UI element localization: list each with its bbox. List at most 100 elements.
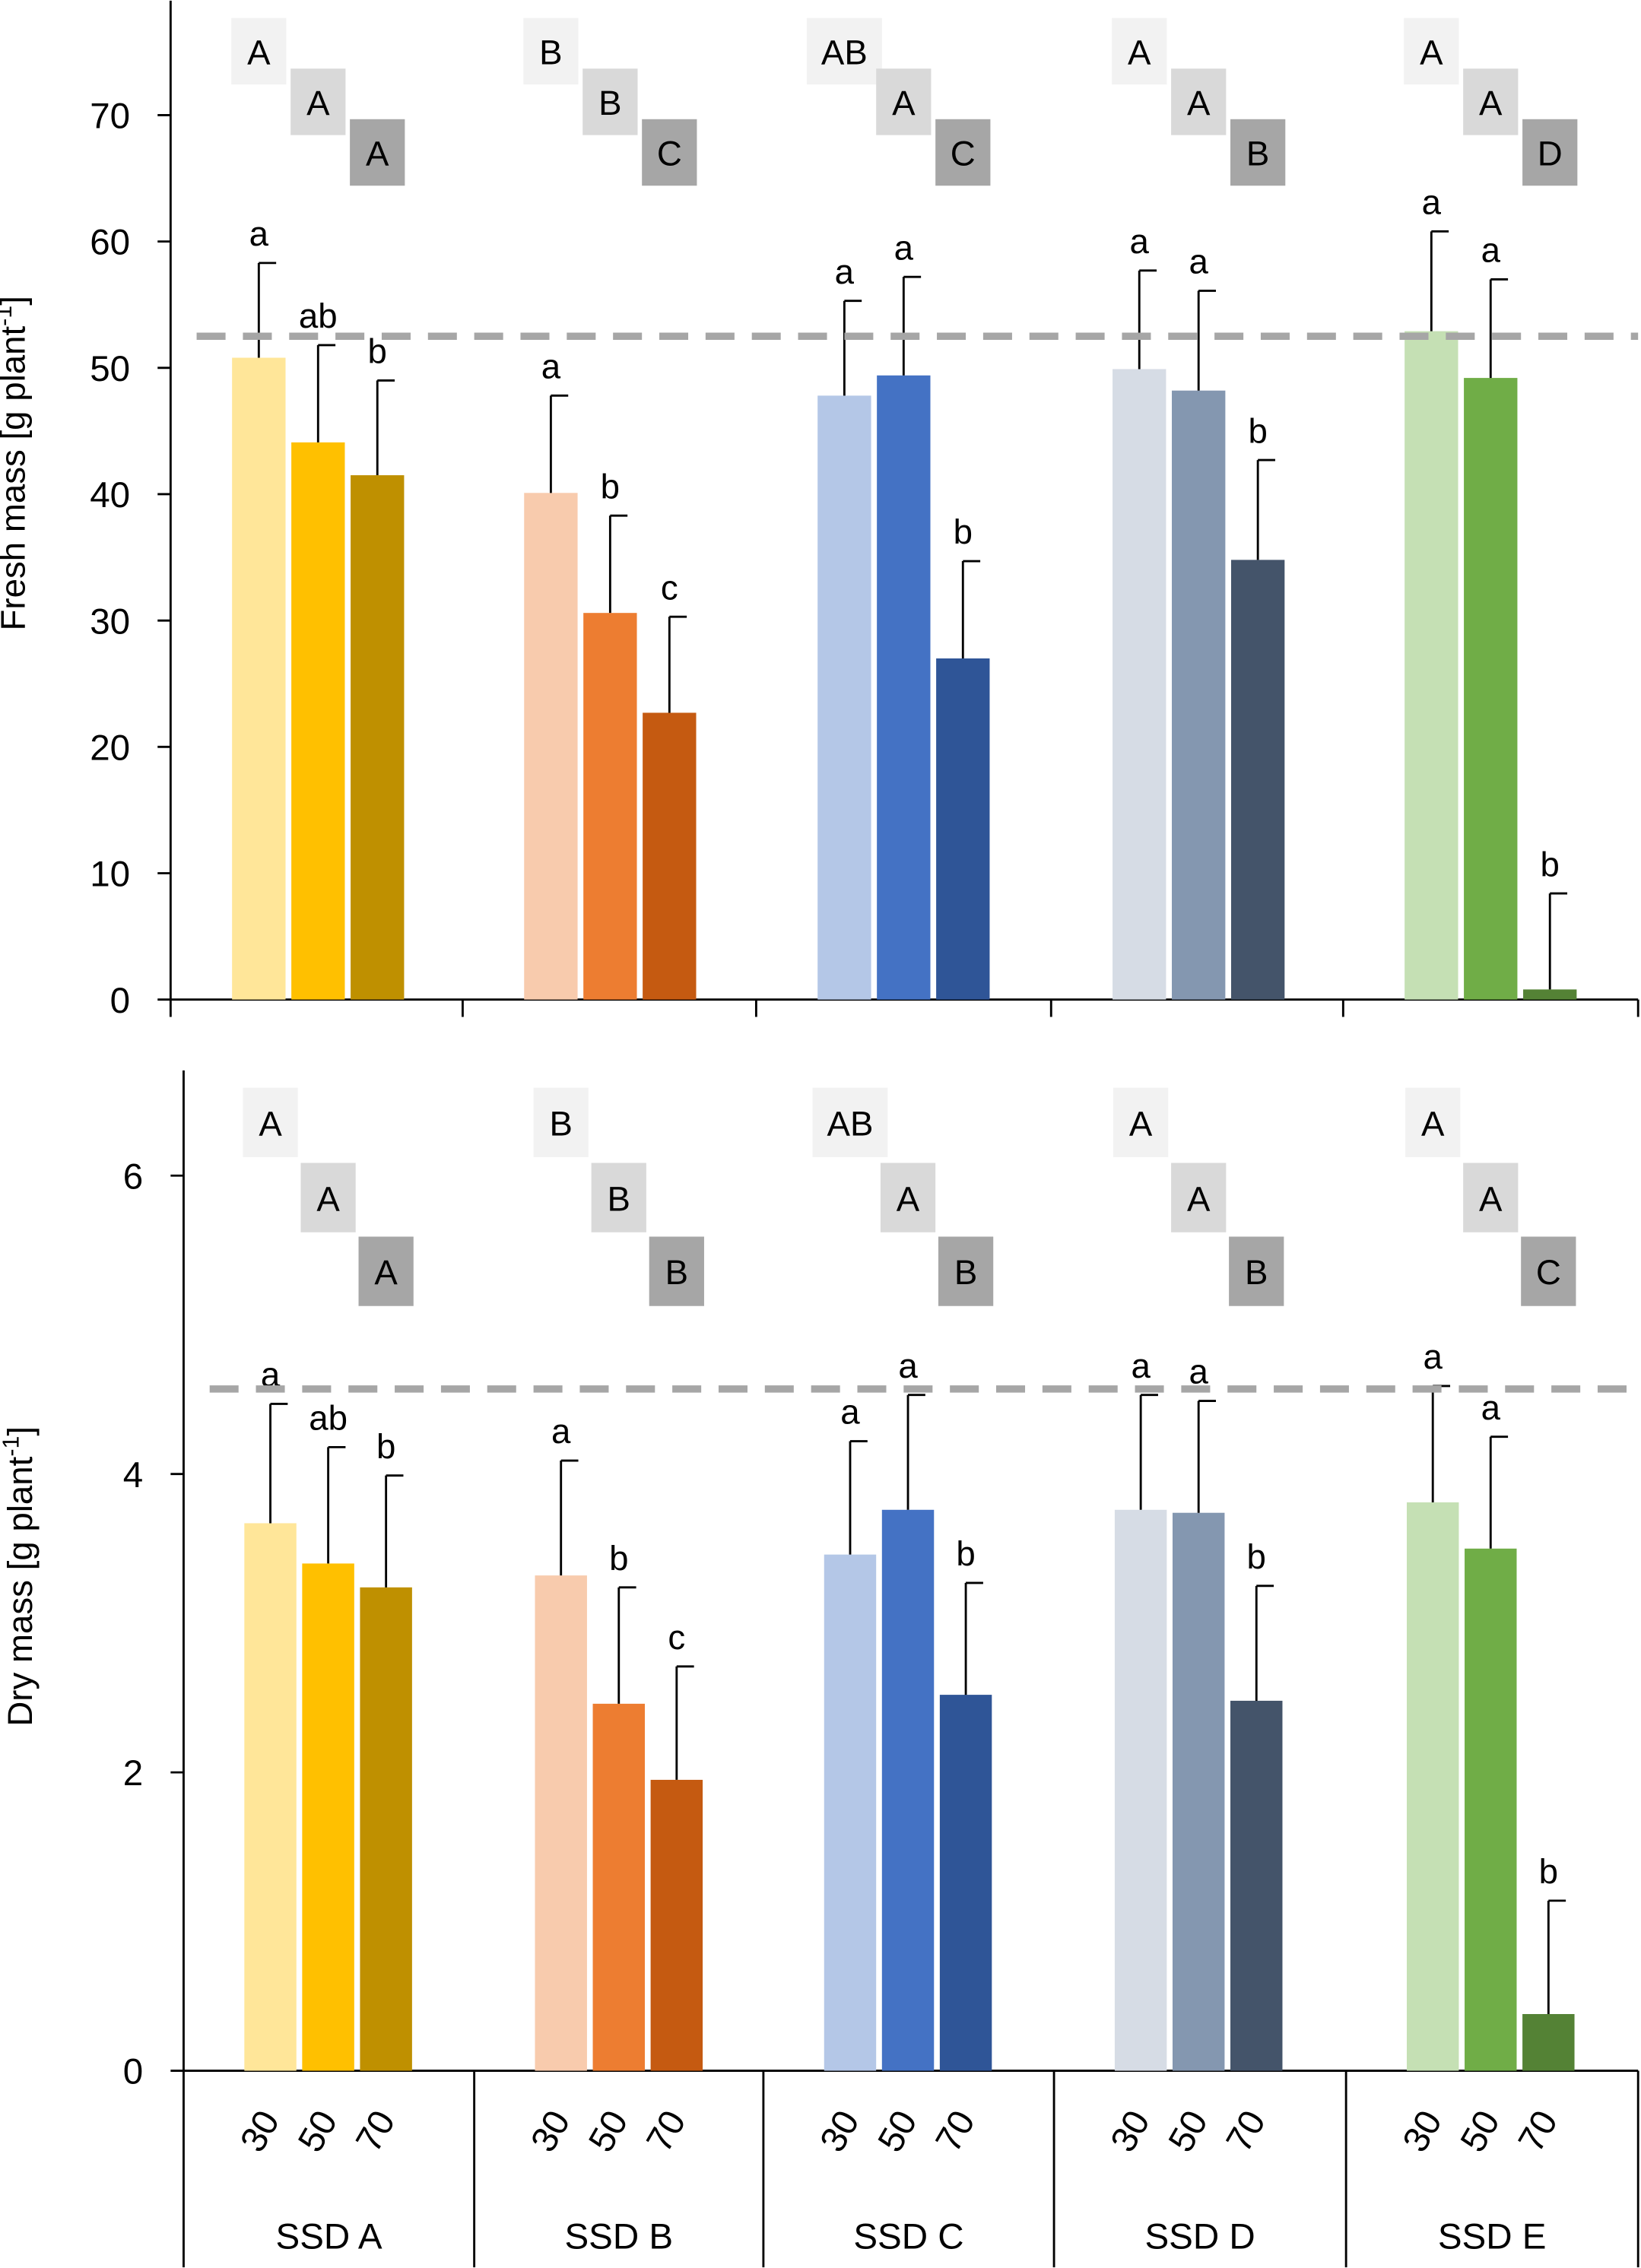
group-letter: A: [247, 33, 271, 72]
significance-letter: b: [954, 512, 973, 551]
bar: [291, 442, 345, 1000]
group-letter-box: [880, 1163, 936, 1232]
group-letter: C: [657, 135, 682, 173]
bar-group-ssd-c: a AB a Ab C: [806, 17, 991, 1000]
significance-letter: a: [1481, 231, 1501, 270]
bar: [1465, 1548, 1517, 2071]
bar: [817, 395, 871, 1000]
group-letter: A: [259, 1104, 282, 1143]
group-letter-box: [1171, 1163, 1227, 1232]
x-sublabel: 70: [928, 2104, 982, 2159]
significance-letter: a: [1481, 1388, 1501, 1427]
significance-letter: b: [956, 1534, 975, 1573]
group-letter-box: [300, 1163, 356, 1232]
significance-letter: a: [1189, 1353, 1209, 1391]
significance-letter: b: [601, 467, 620, 506]
group-label: SSD E: [1438, 2216, 1547, 2257]
group-letter-box: [938, 1236, 994, 1306]
bar-group-ssd-c: a AB a Ab B: [812, 1087, 994, 2071]
bar-group-ssd-b: a Bb Bc C: [523, 17, 697, 1000]
significance-letter: b: [1247, 1537, 1266, 1576]
bar: [1522, 2013, 1575, 2071]
bar: [360, 1587, 412, 2071]
group-letter-box: [1522, 119, 1578, 186]
x-sublabel: 70: [1219, 2104, 1274, 2159]
y-tick-label: 4: [123, 1455, 143, 1496]
group-letter: AB: [827, 1104, 874, 1143]
x-sublabel: 70: [639, 2104, 694, 2159]
y-tick-label: 20: [90, 728, 130, 768]
bar: [1230, 560, 1285, 1000]
group-letter: A: [1421, 1104, 1445, 1143]
bar: [643, 712, 697, 1000]
group-letter-box: [1463, 1163, 1519, 1232]
x-sublabel: 50: [1161, 2104, 1216, 2159]
y-tick-label: 6: [123, 1156, 143, 1197]
bar: [244, 1523, 297, 2071]
group-letter-box: [1405, 1087, 1461, 1157]
group-label: SSD B: [564, 2216, 673, 2257]
significance-letter: a: [541, 347, 561, 386]
x-sublabel: 50: [870, 2104, 925, 2159]
significance-letter: a: [840, 1393, 860, 1432]
x-sublabel: 30: [1395, 2104, 1450, 2159]
significance-letter: c: [668, 1618, 685, 1657]
y-tick-label: 60: [90, 223, 130, 263]
significance-letter: b: [1539, 1852, 1558, 1891]
group-letter: A: [892, 84, 916, 122]
bar: [1114, 1509, 1167, 2071]
significance-letter: a: [551, 1412, 571, 1451]
group-letter-box: [1521, 1236, 1576, 1306]
bar: [535, 1575, 587, 2071]
group-letter-box: [1171, 68, 1227, 135]
significance-letter: b: [1541, 845, 1560, 883]
y-axis-label: Dry mass [g plant-1]: [0, 1426, 40, 1727]
group-letter-box: [1404, 17, 1459, 85]
group-letter: B: [539, 33, 562, 72]
bar: [650, 1779, 703, 2071]
group-letter-box: [1113, 1087, 1169, 1157]
group-letter-box: [649, 1236, 704, 1306]
significance-letter: b: [1248, 411, 1267, 450]
significance-letter: a: [1424, 1337, 1443, 1376]
bar: [1172, 390, 1226, 1000]
group-label: SSD A: [276, 2216, 382, 2257]
group-letter-box: [591, 1163, 646, 1232]
y-axis-label: Fresh mass [g plant-1]: [0, 296, 32, 630]
bar: [1405, 331, 1458, 1000]
group-letter: C: [1536, 1253, 1561, 1292]
x-sublabel: 30: [1103, 2104, 1158, 2159]
bar: [592, 1703, 645, 2071]
significance-letter: c: [661, 568, 678, 607]
y-tick-label: 70: [90, 97, 130, 137]
bar-group-ssd-d: a Aa Ab B: [1113, 1087, 1284, 2071]
group-letter: A: [306, 84, 330, 122]
group-letter: A: [1128, 33, 1151, 72]
x-sublabel: 30: [812, 2104, 867, 2159]
bar: [939, 1695, 992, 2071]
group-letter-box: [231, 17, 287, 85]
bar: [302, 1563, 354, 2071]
significance-letter: a: [1422, 183, 1442, 222]
significance-letter: a: [898, 1347, 918, 1385]
group-letter: A: [374, 1253, 398, 1292]
bar: [524, 493, 578, 1000]
group-letter: B: [549, 1104, 572, 1143]
bar: [824, 1554, 877, 2071]
group-letter-box: [358, 1236, 414, 1306]
bar: [1172, 1512, 1225, 2071]
group-letter-box: [1230, 119, 1286, 186]
group-label: SSD C: [853, 2216, 963, 2257]
group-letter: AB: [821, 33, 868, 72]
group-letter: D: [1538, 135, 1563, 173]
group-letter: A: [1420, 33, 1443, 72]
group-letter-box: [1229, 1236, 1284, 1306]
group-letter: A: [1129, 1104, 1153, 1143]
group-letter: B: [954, 1253, 977, 1292]
bar: [1464, 378, 1518, 1000]
significance-letter: a: [249, 214, 269, 253]
